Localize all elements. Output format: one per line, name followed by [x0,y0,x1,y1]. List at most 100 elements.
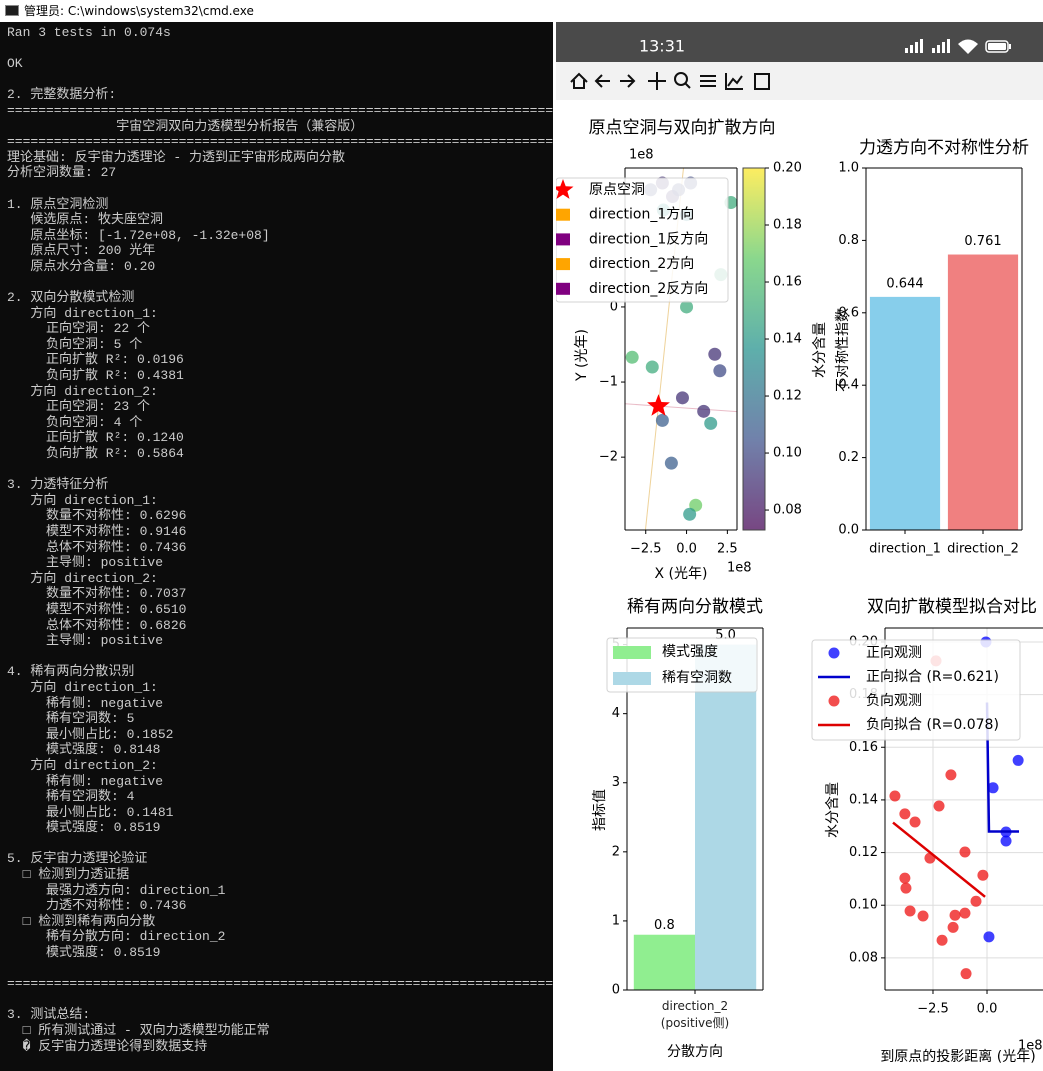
output-line: ========================================… [7,976,553,992]
observation-point [934,800,945,811]
void-point [697,405,710,418]
output-block: Ran 3 tests in 0.074s [7,25,553,41]
output-line: 稀有侧: negative [7,696,553,712]
output-line: 模式强度: 0.8148 [7,742,553,758]
chart-title: 力透方向不对称性分析 [859,138,1029,158]
output-line: 2. 完整数据分析: [7,87,553,103]
output-line: 稀有空洞数: 5 [7,711,553,727]
output-line: 负向扩散 R²: 0.5864 [7,446,553,462]
colorbar-tick-label: 0.20 [773,161,802,176]
void-point [676,391,689,404]
observation-point [937,935,948,946]
x-tick-label: 0.0 [977,1002,998,1017]
x-axis-label: X (光年) [655,566,708,582]
legend-marker [556,209,570,221]
output-line: 负向空洞: 4 个 [7,415,553,431]
y-tick-label: 0.12 [849,845,878,860]
colorbar-tick-label: 0.16 [773,275,802,290]
output-line: 模式强度: 0.8519 [7,945,553,961]
y-tick-label: 1.0 [838,161,859,176]
output-line: □ 检测到稀有两向分散 [7,914,553,930]
output-line: 方向 direction_2: [7,384,553,400]
bar [695,645,756,990]
chart-title: 原点空洞与双向扩散方向 [589,118,776,138]
y-axis-label: 水分含量 [825,782,841,838]
legend-label: 正向拟合 (R=0.621) [866,669,999,685]
bar [948,255,1018,530]
output-line: 正向空洞: 23 个 [7,399,553,415]
y-tick-label: 0.10 [849,898,878,913]
legend-marker [829,696,840,707]
output-line: OK [7,56,553,72]
observation-point [961,968,972,979]
output-line: 方向 direction_1: [7,680,553,696]
chart-title: 稀有两向分散模式 [627,597,763,617]
y-offset-label: 1e8 [629,148,654,163]
observation-point [970,896,981,907]
void-point [656,414,669,427]
x-tick-label: −2.5 [630,542,662,557]
observation-point [950,910,961,921]
output-line: 稀有空洞数: 4 [7,789,553,805]
observation-point [899,873,910,884]
y-tick-label: 0.14 [849,792,878,807]
output-block: 5. 反宇宙力透理论验证 □ 检测到力透证据 最强力透方向: direction… [7,851,553,960]
void-point [708,348,721,361]
legend-marker [556,258,570,270]
output-line: 3. 测试总结: [7,1007,553,1023]
output-line: 正向扩散 R²: 0.1240 [7,430,553,446]
output-line: 数量不对称性: 0.6296 [7,508,553,524]
origin-star [647,394,670,416]
output-block: 3. 力透特征分析 方向 direction_1: 数量不对称性: 0.6296… [7,477,553,649]
output-line: 2. 双向分散模式检测 [7,290,553,306]
y-tick-label: 0.0 [838,523,859,538]
colorbar [743,168,765,530]
x-tick-label: direction_1 [869,542,941,557]
value-label: 0.761 [964,234,1001,249]
y-tick-label: 3 [612,775,620,790]
output-line: 模型不对称性: 0.9146 [7,524,553,540]
output-line: ========================================… [7,134,553,150]
output-line: � 反宇宙力透理论得到数据支持 [7,1039,553,1055]
output-line: 方向 direction_2: [7,571,553,587]
colorbar-tick-label: 0.10 [773,446,802,461]
output-line: 稀有侧: negative [7,774,553,790]
output-line: 模型不对称性: 0.6510 [7,602,553,618]
void-point [713,364,726,377]
bar [870,297,940,530]
output-line: 方向 direction_2: [7,758,553,774]
y-axis-label: 指标值 [592,789,608,831]
output-line: 稀有分散方向: direction_2 [7,929,553,945]
x-offset-label: 1e8 [727,561,752,576]
observation-point [910,817,921,828]
output-line: ========================================… [7,103,553,119]
y-tick-label: 0.08 [849,950,878,965]
observation-point [899,808,910,819]
colorbar-tick-label: 0.18 [773,218,802,233]
void-point [665,457,678,470]
output-line: 1. 原点空洞检测 [7,197,553,213]
output-block: 4. 稀有两向分散识别 方向 direction_1: 稀有侧: negativ… [7,664,553,836]
y-tick-label: 0.16 [849,740,878,755]
x-tick-label: 0.0 [676,542,697,557]
legend-label: 稀有空洞数 [662,670,732,686]
void-point [626,351,639,364]
legend-label: direction_2方向 [589,256,694,272]
output-line: 原点尺寸: 200 光年 [7,243,553,259]
output-block: ========================================… [7,976,553,992]
void-point [704,417,717,430]
observation-point [983,931,994,942]
y-tick-label: 2 [612,844,620,859]
observation-point [948,922,959,933]
output-line: 原点坐标: [-1.72e+08, -1.32e+08] [7,228,553,244]
output-line: 力透不对称性: 0.7436 [7,898,553,914]
output-line: 主导侧: positive [7,555,553,571]
output-line: 最小侧占比: 0.1852 [7,727,553,743]
observation-point [959,908,970,919]
legend-marker [829,648,840,659]
output-line: 总体不对称性: 0.6826 [7,618,553,634]
x-axis-label: 分散方向 [667,1044,723,1060]
output-line: 主导侧: positive [7,633,553,649]
output-line: 负向空洞: 5 个 [7,337,553,353]
